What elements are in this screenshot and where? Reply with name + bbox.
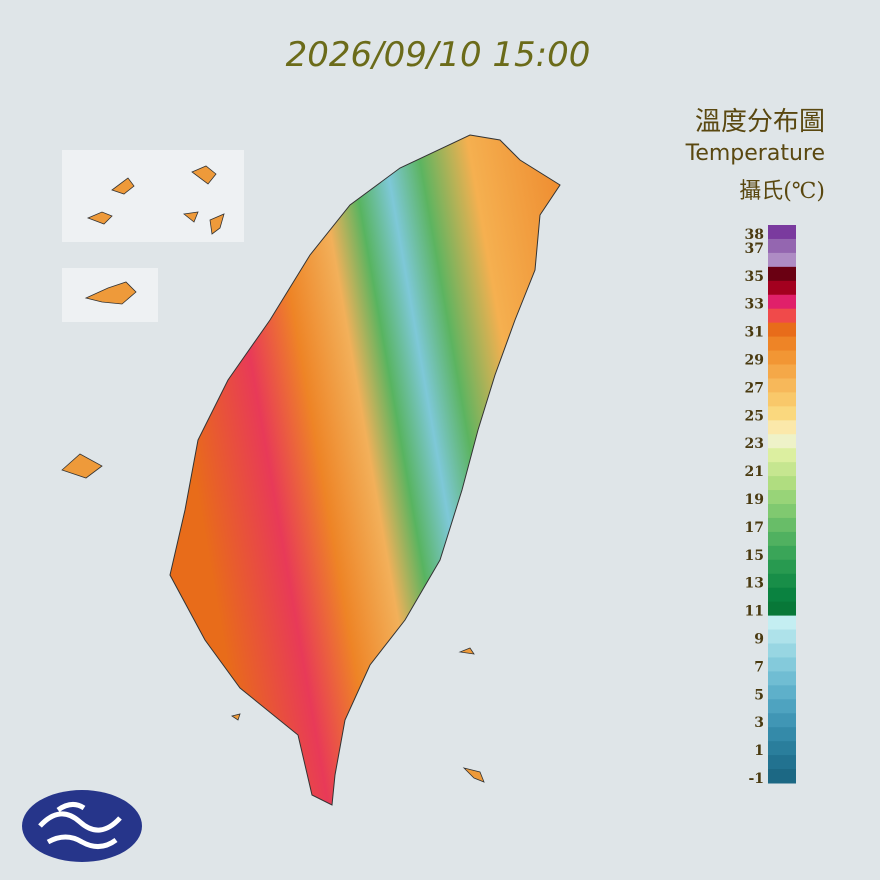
legend-band [768,322,796,338]
legend-tick-label: 29 [745,353,764,369]
legend-band [768,252,796,268]
legend-tick-label: 15 [745,548,764,564]
legend-band [768,601,796,617]
legend-band [768,350,796,365]
legend-band [768,545,796,561]
legend-band [768,671,796,686]
legend-tick-label: 7 [754,659,764,675]
legend-tick-label: 33 [745,297,764,313]
legend-band [768,266,796,282]
legend-tick-label: 1 [754,743,764,759]
legend-band [768,280,796,296]
unit: 攝氏(℃) [739,179,825,204]
legend-tick-label: 5 [754,687,764,703]
legend-tick-label: 9 [754,632,764,648]
legend-tick-label: 13 [745,576,764,592]
islands [61,165,485,783]
legend-band [768,294,796,310]
legend-band [768,713,796,728]
taiwan [169,134,561,806]
legend-band [768,420,796,435]
legend-band [768,392,796,407]
legend-tick-label: 25 [745,408,764,424]
legend-band [768,336,796,352]
legend-band [768,685,796,700]
legend-tick-label: 37 [745,241,764,257]
legend-band [768,462,796,477]
legend-band [768,225,796,240]
legend-band [768,727,796,742]
legend-band [768,615,796,631]
legend-band [768,769,796,784]
legend-band [768,490,796,505]
legend-band [768,434,796,449]
legend-band [768,517,796,533]
legend-band [768,378,796,393]
legend-tick-label: -1 [748,771,764,787]
legend-band [768,643,796,658]
legend-tick-label: 31 [745,325,764,341]
legend-tick-label: 17 [745,520,764,536]
legend-band [768,504,796,519]
subtitle: Temperature [685,141,825,166]
logo-swirl [38,802,122,849]
legend-tick-label: 38 [745,227,764,243]
legend-band [768,238,796,254]
legend-band [768,573,796,589]
legend-band [768,755,796,770]
legend-band [768,741,796,756]
legend-tick-label: 35 [745,269,764,285]
legend-band [768,476,796,491]
legend-band [768,308,796,324]
legend-band [768,629,796,644]
legend-band [768,657,796,672]
legend-band [768,406,796,421]
legend-band [768,559,796,575]
legend-tick-label: 3 [754,715,764,731]
legend-tick-label: 27 [745,380,764,396]
legend-tick-label: 19 [745,492,764,508]
legend-band [768,699,796,714]
timestamp: 2026/09/10 15:00 [286,35,591,75]
legend-band [768,531,796,547]
legend-band [768,364,796,379]
legend-tick-label: 21 [745,464,764,480]
legend-band [768,448,796,463]
legend-tick-label: 23 [745,436,764,452]
legend-band [768,587,796,603]
title: 溫度分布圖 [695,107,825,137]
legend-tick-label: 11 [745,604,764,620]
